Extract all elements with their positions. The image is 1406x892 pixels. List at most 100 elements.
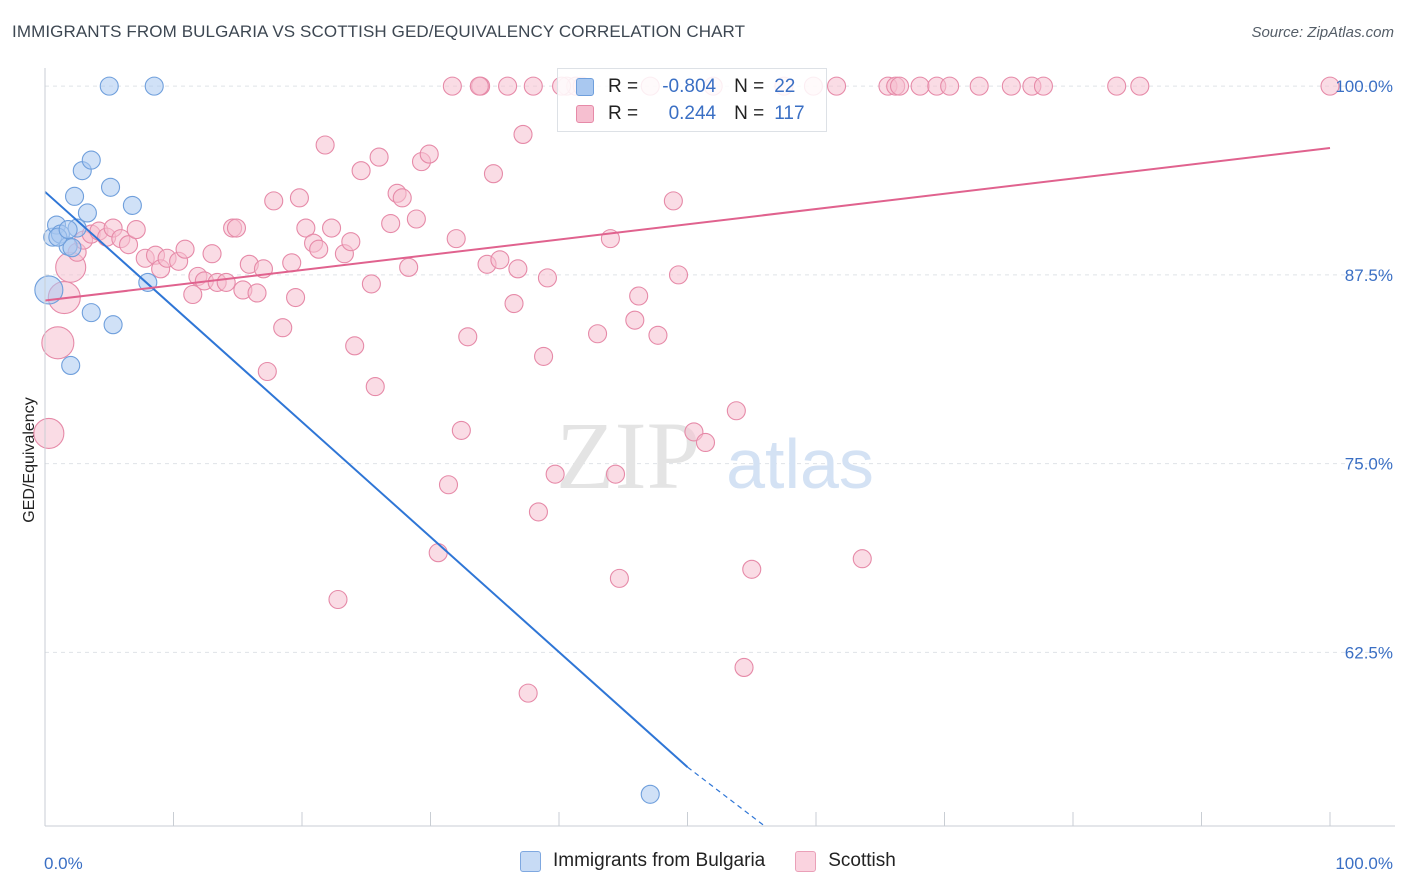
scottish-point: [852, 549, 872, 569]
gridlines: [45, 85, 1390, 653]
scottish-point: [513, 124, 533, 144]
bulgaria-point: [62, 238, 82, 258]
scottish-point: [309, 239, 329, 259]
scottish-point: [1107, 76, 1127, 96]
scottish-point: [534, 346, 554, 366]
x-tick-label: 0.0%: [44, 854, 83, 873]
scottish-point: [428, 543, 448, 563]
scottish-point: [202, 244, 222, 264]
scottish-point: [1001, 76, 1021, 96]
scottish-point: [518, 683, 538, 703]
x-tick-label: 100.0%: [1335, 854, 1393, 873]
y-tick-labels: 62.5% 75.0% 87.5% 100.0%: [1335, 77, 1393, 662]
scottish-point: [175, 239, 195, 259]
legend-swatch-pink: [576, 105, 594, 123]
scottish-point: [609, 568, 629, 588]
scottish-point: [523, 76, 543, 96]
scottish-point: [392, 188, 412, 208]
n-value: 117: [774, 103, 805, 124]
scottish-point: [827, 76, 847, 96]
series-legend: Immigrants from Bulgaria Scottish: [520, 850, 926, 872]
watermark: ZIP atlas: [556, 402, 874, 509]
scottish-point: [257, 361, 277, 382]
scottish-point: [483, 164, 504, 184]
scottish-point: [726, 401, 746, 421]
r-label: R =: [608, 76, 639, 97]
scottish-point: [226, 218, 247, 238]
scottish-point: [216, 272, 236, 292]
scottish-point: [537, 268, 557, 288]
scottish-point: [286, 287, 306, 308]
scottish-point: [545, 464, 565, 484]
y-tick-label: 62.5%: [1345, 643, 1393, 662]
watermark-zip: ZIP: [556, 402, 700, 509]
scottish-point: [399, 257, 419, 277]
scottish-point: [183, 284, 203, 305]
bulgaria-point: [58, 220, 78, 240]
scottish-point: [695, 432, 716, 453]
scottish-point: [504, 294, 524, 314]
scottish-point: [629, 286, 649, 306]
legend-row-bulgaria: R = -0.804 N = 22: [576, 75, 795, 99]
bulgaria-point: [144, 76, 164, 96]
scottish-point: [625, 310, 645, 330]
scottish-point: [528, 502, 548, 522]
r-value: 0.244: [668, 103, 717, 124]
scottish-point: [498, 76, 518, 96]
scottish-point: [1320, 76, 1340, 96]
watermark-atlas: atlas: [726, 425, 874, 503]
scottish-point: [734, 657, 754, 678]
scottish-point: [742, 559, 762, 579]
scottish-point: [1130, 76, 1150, 96]
y-tick-label: 75.0%: [1345, 455, 1393, 474]
bulgaria-point: [81, 303, 101, 323]
scottish-point: [365, 377, 385, 397]
scottish-point: [663, 191, 683, 211]
scottish-point: [940, 76, 960, 96]
scottish-point: [587, 324, 608, 344]
scottish-point: [451, 420, 471, 440]
scottish-point: [910, 76, 930, 96]
scottish-point: [282, 253, 302, 273]
scottish-point: [969, 76, 989, 96]
x-tick-labels: 0.0% 100.0%: [44, 854, 1393, 873]
scottish-point: [264, 191, 284, 211]
correlation-legend: R = -0.804 N = 22 R = 0.244 N = 117: [557, 68, 827, 132]
r-value: -0.804: [662, 76, 717, 97]
scottish-point: [247, 283, 267, 303]
scottish-point: [328, 589, 348, 610]
r-label: R =: [608, 103, 639, 124]
bulgaria-point: [81, 150, 101, 170]
n-label: N =: [734, 76, 765, 97]
legend-item-bulgaria: Immigrants from Bulgaria: [520, 850, 765, 872]
scottish-point: [289, 188, 309, 208]
n-value: 22: [774, 76, 796, 97]
scottish-point: [889, 76, 910, 96]
scottish-point: [419, 144, 439, 164]
legend-label-bulgaria: Immigrants from Bulgaria: [553, 850, 766, 871]
bulgaria-point: [61, 355, 81, 376]
scottish-point: [438, 475, 459, 495]
scottish-point: [442, 76, 462, 96]
scottish-point: [490, 250, 510, 270]
scottish-point: [369, 147, 389, 167]
source-label: Source: ZipAtlas.com: [1251, 24, 1394, 41]
scottish-point: [458, 327, 478, 347]
scottish-point: [33, 417, 65, 449]
legend-swatch-blue: [576, 78, 594, 96]
trend-lines: [44, 147, 1331, 827]
bulgaria-point: [34, 275, 64, 305]
scottish-point: [273, 318, 293, 338]
scottish-point: [648, 325, 668, 345]
bulgaria-point: [99, 76, 119, 96]
axes: [44, 68, 1395, 827]
scottish-point: [605, 464, 626, 484]
n-label: N =: [734, 103, 765, 124]
bulgaria-point: [640, 784, 660, 804]
scottish-point: [469, 76, 489, 96]
trend-line-bulgaria-extrapolated: [687, 766, 765, 827]
legend-label-scottish: Scottish: [828, 850, 896, 871]
scottish-point: [668, 265, 689, 285]
legend-swatch-bulgaria: [520, 850, 541, 872]
